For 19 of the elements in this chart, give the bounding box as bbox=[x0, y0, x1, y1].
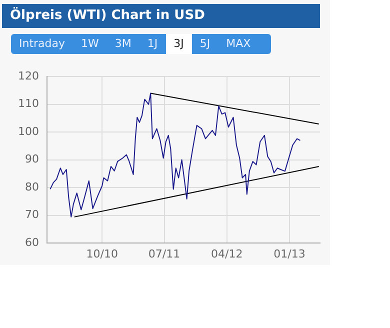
text: 1W bbox=[80, 36, 100, 52]
x-tick-label: 01/13 bbox=[274, 247, 306, 260]
y-tick-label: 120 bbox=[18, 69, 39, 82]
y-tick-label: 70 bbox=[25, 208, 39, 222]
text: Intraday bbox=[18, 36, 66, 52]
y-tick-label: 90 bbox=[25, 152, 39, 166]
y-tick-label: 100 bbox=[18, 124, 39, 138]
text: MAX bbox=[225, 36, 252, 52]
text: 3M bbox=[114, 36, 132, 52]
text: 3J bbox=[166, 34, 192, 54]
x-tick-label: 07/11 bbox=[148, 247, 180, 260]
y-tick-label: 110 bbox=[18, 97, 39, 110]
x-tick-label: 04/12 bbox=[211, 247, 243, 260]
y-tick-label: 60 bbox=[25, 236, 39, 249]
text: 1J bbox=[146, 36, 159, 52]
y-tick-label: 80 bbox=[25, 180, 39, 194]
chart-title: Ölpreis (WTI) Chart in USD bbox=[2, 4, 320, 28]
x-tick-label: 10/10 bbox=[86, 247, 118, 260]
text: 5J bbox=[198, 36, 212, 52]
